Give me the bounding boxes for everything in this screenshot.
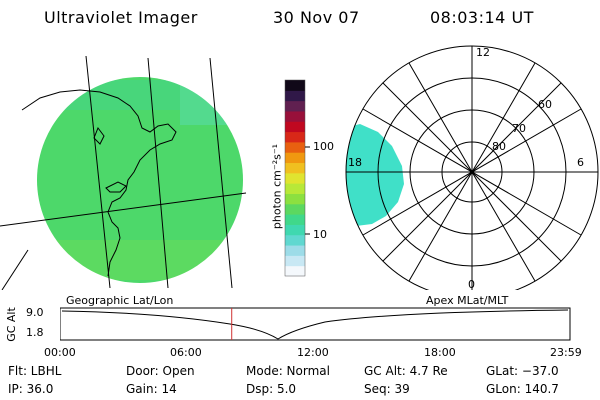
glat-info: GLat: −37.0 [486, 364, 559, 378]
meridian-line [1, 249, 29, 290]
geographic-panel-label: Geographic Lat/Lon [66, 294, 174, 307]
colorbar-segment [285, 110, 305, 122]
colorbar-segment [285, 224, 305, 236]
colorbar-unit-label: photon cm⁻²s⁻¹ [270, 143, 284, 230]
colorbar-segment [285, 255, 305, 267]
colorbar-segment [285, 203, 305, 215]
colorbar-segment [285, 172, 305, 184]
colorbar [284, 79, 310, 277]
uv-image-disk [37, 77, 243, 283]
colorbar-segment [285, 245, 305, 256]
auroral-region [346, 124, 404, 226]
colorbar-segment [285, 80, 305, 91]
mlt-label-6: 6 [577, 156, 584, 169]
colorbar-segment [285, 131, 305, 143]
mlat-label-60: 60 [538, 98, 552, 111]
colorbar-segment [285, 141, 305, 153]
polar-panel-label: Apex MLat/MLT [426, 294, 509, 307]
mlt-label-0: 0 [468, 278, 475, 291]
altitude-xtick-1200: 12:00 [297, 346, 329, 359]
altitude-ytick-top: 9.0 [26, 306, 44, 319]
altitude-xtick-0000: 00:00 [44, 346, 76, 359]
colorbar-segment [285, 90, 305, 102]
glon-info: GLon: 140.7 [486, 382, 559, 396]
time-label: 08:03:14 UT [430, 8, 534, 27]
colorbar-segment [285, 162, 305, 174]
altitude-ylabel: GC Alt [4, 307, 18, 342]
ip-info: IP: 36.0 [8, 382, 54, 396]
colorbar-segment [285, 234, 305, 246]
mlt-label-18: 18 [348, 156, 362, 169]
instrument-title: Ultraviolet Imager [44, 8, 198, 27]
door-info: Door: Open [126, 364, 195, 378]
gc-alt-info: GC Alt: 4.7 Re [364, 364, 448, 378]
parallel-line [0, 192, 247, 227]
dsp-info: Dsp: 5.0 [246, 382, 297, 396]
colorbar-tick-100: 100 [313, 140, 334, 153]
polar-mlat-mlt-panel [345, 45, 599, 290]
altitude-xtick-0600: 06:00 [170, 346, 202, 359]
colorbar-segment [285, 214, 305, 225]
geographic-image-panel [0, 55, 247, 290]
gain-info: Gain: 14 [126, 382, 177, 396]
altitude-xtick-2359: 23:59 [550, 346, 582, 359]
colorbar-segment [285, 121, 305, 133]
mlat-label-70: 70 [512, 122, 526, 135]
mode-info: Mode: Normal [246, 364, 330, 378]
altitude-xtick-1800: 18:00 [424, 346, 456, 359]
meridian-line [147, 57, 169, 289]
colorbar-segment [285, 152, 305, 164]
meridian-line [209, 57, 233, 289]
filter-info: Flt: LBHL [8, 364, 62, 378]
colorbar-segment [285, 183, 305, 194]
colorbar-tick-10: 10 [313, 228, 327, 241]
altitude-plot [60, 307, 571, 341]
colorbar-segment [285, 265, 305, 277]
date-label: 30 Nov 07 [273, 8, 360, 27]
mlt-label-12: 12 [476, 46, 490, 59]
colorbar-segment [285, 100, 305, 112]
altitude-ytick-bottom: 1.8 [26, 326, 44, 339]
altitude-curve [61, 309, 569, 340]
meridian-line [85, 55, 111, 289]
coastline [21, 89, 177, 277]
mlat-label-80: 80 [492, 140, 506, 153]
seq-info: Seq: 39 [364, 382, 410, 396]
colorbar-segment [285, 193, 305, 205]
